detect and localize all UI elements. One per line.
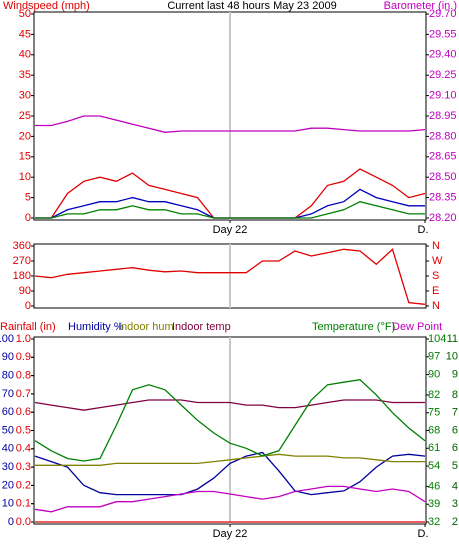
tick-label: 0.7	[16, 388, 31, 400]
tick-label: 0.9	[16, 351, 31, 363]
tick-label: 82	[428, 389, 440, 401]
series-line	[35, 201, 425, 219]
tick-label: 28.95	[429, 110, 457, 122]
tick-label: 0.6	[16, 406, 31, 418]
tick-label: 45	[19, 28, 31, 40]
tick-label: 90	[19, 285, 31, 297]
tick-label: 28.50	[429, 171, 457, 183]
tick-label: 50	[19, 8, 31, 20]
tick-label: 28.80	[429, 130, 457, 142]
series-label: Indoor temp	[172, 321, 231, 333]
tick-label: 0	[25, 212, 31, 224]
tick-label: 10	[446, 351, 458, 363]
tick-label: 40	[2, 443, 14, 455]
tick-label: 68	[428, 424, 440, 436]
tick-label: 0	[25, 300, 31, 312]
tick-label: 28.65	[429, 151, 457, 163]
tick-label: 29.55	[429, 28, 457, 40]
tick-label: 39	[428, 498, 440, 510]
tick-label: 2	[452, 516, 458, 528]
tick-label: N	[432, 300, 440, 312]
tick-label: 40	[19, 49, 31, 61]
series-label: Temperature (°F)	[312, 321, 395, 333]
series-line	[34, 451, 426, 496]
tick-label: 50	[2, 424, 14, 436]
tick-label: 97	[428, 351, 440, 363]
tick-label: 20	[2, 479, 14, 491]
tick-label: 35	[19, 69, 31, 81]
tick-label: 9	[452, 368, 458, 380]
y2-axis-title: Barometer (in.)	[384, 0, 457, 12]
tick-label: 54	[428, 460, 440, 472]
tick-label: 30	[19, 90, 31, 102]
tick-label: 0.1	[16, 498, 31, 510]
tick-label: 29.40	[429, 49, 457, 61]
series-label: Dew Point	[392, 321, 442, 333]
tick-label: 100	[0, 333, 14, 345]
tick-label: 70	[2, 388, 14, 400]
tick-label: 10	[19, 171, 31, 183]
tick-label: 29.70	[429, 8, 457, 20]
tick-label: 360	[13, 240, 31, 252]
tick-label: 0.8	[16, 370, 31, 382]
tick-label: 30	[2, 461, 14, 473]
tick-label: 90	[428, 368, 440, 380]
tick-label: 61	[428, 442, 440, 454]
series-label: Indoor hum	[118, 321, 174, 333]
tick-label: 4	[452, 480, 458, 492]
tick-label: N	[432, 240, 440, 252]
tick-label: 10	[2, 498, 14, 510]
x-tick-label: Day 22	[213, 528, 248, 540]
series-line	[34, 379, 426, 462]
tick-label: 1.0	[16, 333, 31, 345]
series-line	[35, 115, 426, 133]
tick-label: 104	[428, 333, 446, 345]
series-line	[34, 399, 425, 411]
tick-label: 0	[8, 516, 14, 528]
series-label: Rainfall (in)	[0, 321, 56, 333]
tick-label: 15	[19, 151, 31, 163]
chart-title: Current last 48 hours May 23 2009	[167, 0, 336, 12]
tick-label: 0.2	[16, 479, 31, 491]
tick-label: 29.25	[429, 69, 457, 81]
tick-label: 5	[25, 192, 31, 204]
series-line	[35, 453, 425, 466]
tick-label: 29.10	[429, 90, 457, 102]
series-line	[34, 485, 426, 513]
x-tick-label: Day 22	[213, 224, 248, 236]
tick-label: 60	[2, 406, 14, 418]
tick-label: 7	[452, 407, 458, 419]
tick-label: 11	[447, 333, 458, 345]
tick-label: 46	[428, 480, 440, 492]
tick-label: 8	[452, 389, 458, 401]
tick-label: 0.5	[16, 424, 31, 436]
tick-label: 28.35	[429, 192, 457, 204]
x-tick-label: D.	[418, 224, 429, 236]
tick-label: 32	[428, 516, 440, 528]
tick-label: 20	[19, 130, 31, 142]
tick-label: W	[432, 255, 443, 267]
y-axis-title: Windspeed (mph)	[3, 0, 90, 12]
tick-label: 270	[13, 255, 31, 267]
tick-label: 90	[2, 351, 14, 363]
tick-label: 28.20	[429, 212, 457, 224]
x-tick-label: D.	[418, 528, 429, 540]
tick-label: 0.0	[16, 516, 31, 528]
tick-label: S	[432, 270, 439, 282]
tick-label: E	[432, 285, 439, 297]
tick-label: 3	[452, 498, 458, 510]
tick-label: 25	[19, 110, 31, 122]
tick-label: 6	[452, 424, 458, 436]
tick-label: 5	[452, 460, 458, 472]
tick-label: 0.4	[16, 443, 31, 455]
tick-label: 80	[2, 370, 14, 382]
series-label: Humidity %	[68, 321, 124, 333]
series-line	[34, 248, 426, 305]
tick-label: 75	[428, 407, 440, 419]
tick-label: 180	[13, 270, 31, 282]
tick-label: 6	[452, 442, 458, 454]
tick-label: 0.3	[16, 461, 31, 473]
